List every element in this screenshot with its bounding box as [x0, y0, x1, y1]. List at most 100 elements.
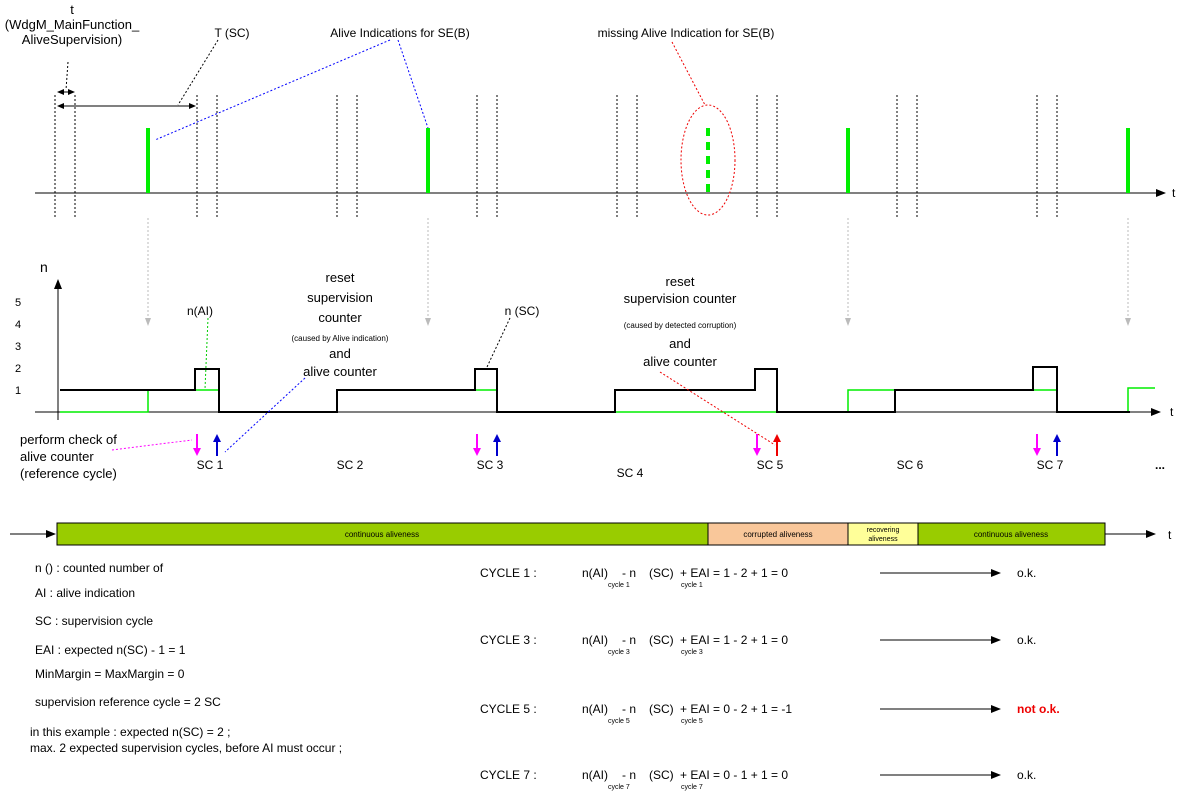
ai-line: [60, 387, 1155, 413]
legend-item: AI : alive indication: [35, 586, 135, 600]
label: + EAI = 0 - 2 + 1 = -1: [680, 702, 792, 716]
bar-label: continuous aliveness: [345, 530, 419, 539]
label: Alive Indications for SE(B): [330, 26, 469, 40]
leader: [204, 317, 209, 390]
leader: [111, 439, 193, 451]
cycle-label: SC 2: [337, 458, 364, 472]
highlight: [680, 104, 736, 216]
sc-line: [60, 366, 1130, 413]
label: T (SC): [214, 26, 249, 40]
label: CYCLE 1 :: [480, 566, 537, 580]
label: cycle 5: [681, 718, 703, 725]
legend-item: EAI : expected n(SC) - 1 = 1: [35, 643, 186, 657]
bar-label: recovering: [867, 527, 900, 534]
cycle-label: SC 6: [897, 458, 924, 472]
label: CYCLE 5 :: [480, 702, 537, 716]
check-arrow: [753, 448, 761, 456]
legend-item: in this example : expected n(SC) = 2 ;: [30, 725, 230, 739]
reset-arrow: [213, 434, 221, 442]
label: supervision: [307, 290, 373, 305]
label: cycle 1: [608, 582, 630, 589]
label: (caused by detected corruption): [624, 321, 737, 330]
label: (SC): [649, 768, 674, 782]
label: and: [669, 336, 691, 351]
leader: [671, 41, 706, 106]
label: cycle 7: [681, 784, 703, 791]
reset-arrow: [493, 434, 501, 442]
label: (WdgM_MainFunction_: [5, 17, 140, 32]
label: (reference cycle): [20, 466, 117, 481]
label: perform check of: [20, 432, 117, 447]
legend-item: max. 2 expected supervision cycles, befo…: [30, 741, 342, 755]
label: t: [1168, 528, 1172, 542]
label: + EAI = 1 - 2 + 1 = 0: [680, 633, 788, 647]
label: n(AI): [582, 768, 608, 782]
result: o.k.: [1017, 633, 1036, 647]
check-arrow: [193, 448, 201, 456]
label: cycle 7: [608, 784, 630, 791]
cycle-label: SC 3: [477, 458, 504, 472]
label: t: [1172, 186, 1176, 200]
bar-label: corrupted aliveness: [743, 530, 812, 539]
legend-item: supervision reference cycle = 2 SC: [35, 695, 221, 709]
label: n (SC): [505, 304, 540, 318]
label: n(AI): [582, 633, 608, 647]
label: + EAI = 1 - 2 + 1 = 0: [680, 566, 788, 580]
leader: [177, 39, 219, 106]
result: not o.k.: [1017, 702, 1060, 716]
label: counter: [318, 310, 362, 325]
y-label: 5: [15, 297, 21, 309]
bar-label: aliveness: [868, 536, 898, 543]
label: n(AI): [187, 304, 213, 318]
label: alive counter: [303, 364, 377, 379]
legend-item: n () : counted number of: [35, 561, 164, 575]
label: and: [329, 346, 351, 361]
label: cycle 5: [608, 718, 630, 725]
label: (SC): [649, 566, 674, 580]
y-label: 3: [15, 341, 21, 353]
label: missing Alive Indication for SE(B): [598, 26, 775, 40]
leader: [659, 371, 776, 446]
label: n(AI): [582, 566, 608, 580]
cycle-label: SC 5: [757, 458, 784, 472]
label: t: [70, 2, 74, 17]
label: supervision counter: [624, 291, 737, 306]
label: (caused by Alive indication): [292, 334, 389, 343]
cycle-label: ...: [1155, 458, 1165, 472]
result: o.k.: [1017, 566, 1036, 580]
label: - n: [622, 633, 636, 647]
label: - n: [622, 702, 636, 716]
label: (SC): [649, 702, 674, 716]
check-arrow: [473, 448, 481, 456]
cycle-label: SC 4: [617, 466, 644, 480]
label: cycle 3: [681, 649, 703, 656]
bar-label: continuous aliveness: [974, 530, 1048, 539]
label: alive counter: [643, 354, 717, 369]
y-label: 1: [15, 385, 21, 397]
cycle-label: SC 1: [197, 458, 224, 472]
label: t: [1170, 405, 1174, 419]
label: CYCLE 7 :: [480, 768, 537, 782]
y-label: 4: [15, 319, 21, 331]
label: cycle 1: [681, 582, 703, 589]
leader: [65, 61, 69, 91]
leader: [486, 317, 511, 368]
label: reset: [326, 270, 355, 285]
layout: [10, 39, 1166, 546]
result: o.k.: [1017, 768, 1036, 782]
label: - n: [622, 566, 636, 580]
reset-arrow: [1053, 434, 1061, 442]
leader: [154, 39, 391, 141]
legend-item: SC : supervision cycle: [35, 614, 153, 628]
y-label: 2: [15, 363, 21, 375]
label: n: [40, 259, 48, 275]
label: (SC): [649, 633, 674, 647]
leader: [224, 377, 306, 453]
label: CYCLE 3 :: [480, 633, 537, 647]
cycle-label: SC 7: [1037, 458, 1064, 472]
label: n(AI): [582, 702, 608, 716]
label: - n: [622, 768, 636, 782]
label: cycle 3: [608, 649, 630, 656]
reset-arrow: [773, 434, 781, 442]
